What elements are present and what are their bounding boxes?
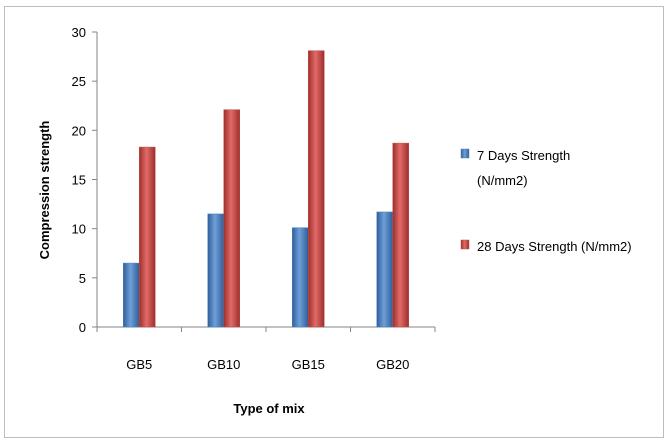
- legend: 7 Days Strength (N/mm2) 28 Days Strength (…: [460, 148, 632, 254]
- y-tick-label: 5: [79, 271, 86, 286]
- x-tick-label: GB10: [207, 357, 240, 372]
- x-tick-label: GB5: [126, 357, 152, 372]
- bar-gb5-series-2: [139, 146, 156, 328]
- x-axis: GB5 GB10 GB15 GB20: [96, 326, 436, 372]
- y-tick-label: 0: [79, 320, 86, 335]
- y-tick-label: 30: [72, 25, 86, 40]
- y-axis: 0 5 10 15 20 25 30: [72, 25, 98, 335]
- x-tick-label: GB20: [376, 357, 409, 372]
- chart-frame: [4, 6, 664, 438]
- bar-gb15-series-1: [292, 227, 309, 328]
- y-tick-label: 20: [72, 123, 86, 138]
- bar-gb20-series-2: [392, 142, 409, 328]
- bars: [123, 50, 409, 328]
- y-tick-label: 10: [72, 222, 86, 237]
- legend-label-series-1: 7 Days Strength: [477, 148, 570, 163]
- x-tick-label: GB15: [292, 357, 325, 372]
- y-axis-title: Compression strength: [37, 121, 52, 260]
- bar-gb20-series-1: [376, 211, 393, 328]
- legend-label-series-1: (N/mm2): [477, 173, 528, 188]
- legend-label-series-2: 28 Days Strength (N/mm2): [477, 239, 632, 254]
- bar-gb15-series-2: [308, 50, 325, 328]
- bar-gb10-series-1: [207, 213, 224, 328]
- y-tick-label: 15: [72, 173, 86, 188]
- y-tick-label: 25: [72, 74, 86, 89]
- x-axis-title: Type of mix: [233, 401, 305, 416]
- bar-gb10-series-2: [223, 109, 240, 328]
- bar-gb5-series-1: [123, 262, 140, 328]
- legend-swatch-series-2: [460, 239, 470, 250]
- legend-swatch-series-1: [460, 148, 470, 159]
